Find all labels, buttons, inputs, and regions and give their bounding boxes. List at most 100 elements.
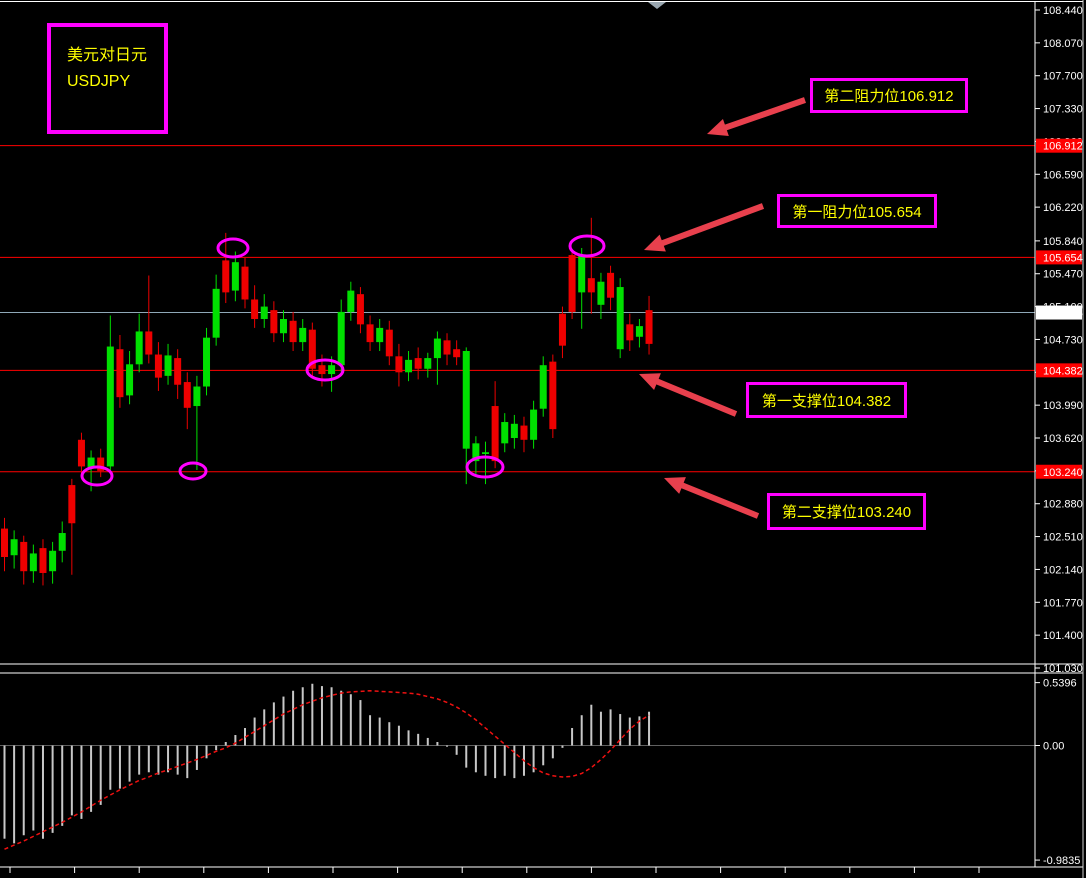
candle-body <box>462 350 470 449</box>
candle-body <box>385 329 393 357</box>
price-tag-label: 106.912 <box>1043 141 1083 153</box>
annotation-support1[interactable]: 第一支撑位104.382 <box>746 382 907 418</box>
candle-body <box>318 365 326 375</box>
candle-body <box>164 355 172 376</box>
highlight-ellipse[interactable] <box>216 237 250 259</box>
candle-body <box>241 266 249 300</box>
candle-body <box>279 319 287 334</box>
candle-body <box>126 364 134 396</box>
price-tick-label: 101.030 <box>1043 663 1083 675</box>
arrow-shaft-support1[interactable] <box>648 375 738 417</box>
candle-body <box>328 365 336 375</box>
candle-body <box>530 409 538 440</box>
candle-body <box>356 294 364 325</box>
candle-body <box>616 287 624 350</box>
candle-body <box>68 485 76 524</box>
arrow-head-resistance1[interactable] <box>644 234 666 252</box>
highlight-ellipse[interactable] <box>305 358 345 382</box>
arrow-head-support2[interactable] <box>664 477 686 494</box>
candle-body <box>443 340 451 355</box>
price-tag-106.912[interactable] <box>1036 138 1082 153</box>
price-tick-label: 102.880 <box>1043 499 1083 511</box>
price-tick-label: 101.770 <box>1043 597 1083 609</box>
candle-body <box>433 338 441 359</box>
candle-body <box>453 349 461 358</box>
price-tag-104.382[interactable] <box>1036 363 1082 378</box>
macd-signal-line <box>4 689 650 850</box>
candle-body <box>482 452 489 454</box>
arrow-head-resistance2[interactable] <box>707 118 729 136</box>
candle-body <box>607 272 615 298</box>
scroll-position-marker[interactable] <box>648 2 666 9</box>
candle-body <box>135 331 143 365</box>
candle-body <box>39 548 47 573</box>
candle-body <box>558 313 566 346</box>
arrow-shaft-resistance1[interactable] <box>654 203 765 249</box>
symbol-label-box[interactable]: 美元对日元 USDJPY <box>47 23 168 134</box>
price-tag-103.240[interactable] <box>1036 464 1082 479</box>
price-tick-label: 102.510 <box>1043 532 1083 544</box>
candle-body <box>289 320 297 343</box>
candle-body <box>376 327 384 343</box>
candle-body <box>58 533 66 551</box>
candle-body <box>587 278 595 293</box>
highlight-ellipse[interactable] <box>80 465 114 487</box>
candle-body <box>1 528 8 558</box>
candle-body <box>212 288 220 338</box>
price-tick-label: 103.620 <box>1043 433 1083 445</box>
indicator-tick-label: -0.9835 <box>1043 855 1080 867</box>
candle-body <box>231 262 239 291</box>
price-tick-label: 107.330 <box>1043 104 1083 116</box>
candle-body <box>77 439 85 467</box>
price-tick-label: 103.990 <box>1043 400 1083 412</box>
annotation-support2[interactable]: 第二支撑位103.240 <box>767 493 926 530</box>
price-tick-label: 105.840 <box>1043 236 1083 248</box>
price-tag-105.033[interactable] <box>1036 305 1082 320</box>
indicator-tick-label: 0.00 <box>1043 741 1064 753</box>
candle-body <box>645 310 653 344</box>
candle-body <box>116 349 124 398</box>
annotation-resistance1[interactable]: 第一阻力位105.654 <box>777 194 937 228</box>
candle-body <box>222 260 230 293</box>
highlight-ellipse[interactable] <box>568 234 606 258</box>
candle-body <box>154 354 162 378</box>
price-tick-label: 102.140 <box>1043 564 1083 576</box>
arrow-shaft-resistance2[interactable] <box>717 97 806 133</box>
symbol-ticker: USDJPY <box>67 73 131 91</box>
candle-body <box>87 457 95 469</box>
price-tick-label: 108.070 <box>1043 38 1083 50</box>
candle-body <box>270 310 278 334</box>
candle-body <box>29 553 37 572</box>
candle-body <box>520 425 528 440</box>
candle-body <box>491 406 499 462</box>
candle-body <box>337 311 345 366</box>
candle-body <box>299 327 307 343</box>
candle-body <box>424 358 432 369</box>
price-tick-label: 104.730 <box>1043 334 1083 346</box>
price-tag-label: 103.240 <box>1043 467 1083 479</box>
candle-body <box>97 457 105 471</box>
price-tick-label: 107.700 <box>1043 71 1083 83</box>
highlight-ellipse[interactable] <box>465 455 505 479</box>
highlight-ellipse[interactable] <box>178 461 208 481</box>
candle-body <box>395 356 403 373</box>
price-tag-105.654[interactable] <box>1036 250 1082 265</box>
arrow-shaft-support2[interactable] <box>674 479 760 519</box>
candle-body <box>49 550 57 572</box>
symbol-name-cn: 美元对日元 <box>67 47 148 64</box>
price-tag-label: 105.654 <box>1043 252 1083 264</box>
candle-body <box>626 324 634 341</box>
candle-body <box>174 358 182 385</box>
candle-body <box>251 299 259 320</box>
annotation-resistance2[interactable]: 第二阻力位106.912 <box>810 78 968 113</box>
indicator-tick-label: 0.5396 <box>1043 678 1077 690</box>
candle-body <box>308 329 316 369</box>
price-tag-label: 104.382 <box>1043 365 1083 377</box>
candle-body <box>145 331 153 355</box>
arrow-head-support1[interactable] <box>639 373 661 390</box>
candle-body <box>414 358 422 369</box>
candle-body <box>106 346 114 467</box>
price-tick-label: 106.590 <box>1043 169 1083 181</box>
